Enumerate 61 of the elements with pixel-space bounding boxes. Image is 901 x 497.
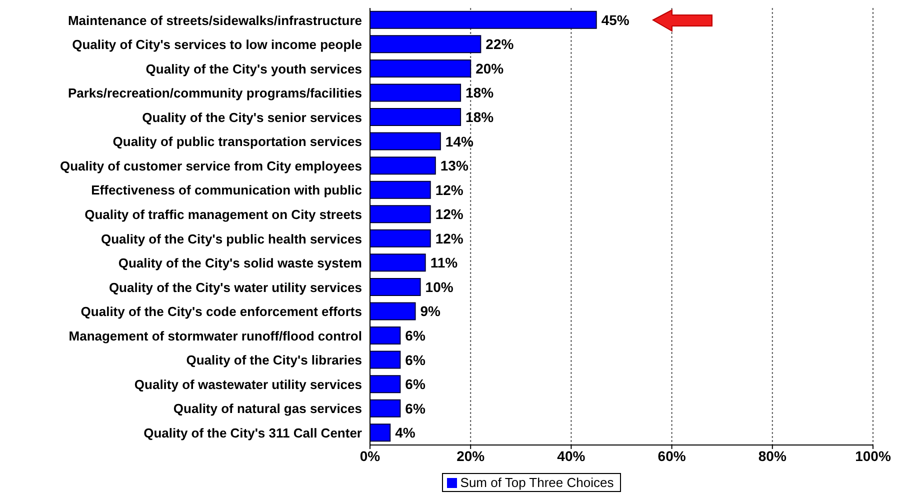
x-tick-label: 100% xyxy=(855,448,892,464)
y-tick-label: Quality of traffic management on City streets xyxy=(84,206,362,222)
data-label: 6% xyxy=(405,352,426,368)
bar xyxy=(370,84,462,102)
y-tick-label: Quality of the City's solid waste system xyxy=(118,256,362,271)
bar xyxy=(370,205,431,224)
y-tick-label: Quality of the City's public health services xyxy=(101,231,362,246)
data-label: 12% xyxy=(435,230,464,246)
y-tick-label: Maintenance of streets/sidewalks/infrastructure xyxy=(68,12,362,28)
data-label: 9% xyxy=(420,303,442,320)
data-label: 45% xyxy=(601,12,630,28)
data-label: 12% xyxy=(435,206,464,222)
y-tick-label: Quality of the City's senior services xyxy=(142,110,362,125)
bar xyxy=(370,156,436,175)
bar xyxy=(370,399,401,418)
data-label: 6% xyxy=(405,376,426,392)
data-label: 6% xyxy=(405,400,426,416)
x-tick-label: 60% xyxy=(658,448,686,464)
data-label: 6% xyxy=(405,328,426,344)
y-tick-label: Quality of the City's code enforcement efforts xyxy=(80,304,362,320)
bar xyxy=(370,254,426,272)
legend-label: Sum of Top Three Choices xyxy=(460,475,614,490)
bar xyxy=(370,10,597,29)
y-tick-label: Quality of the City's 311 Call Center xyxy=(144,425,362,440)
x-tick-label: 40% xyxy=(557,448,586,464)
bar xyxy=(370,326,401,345)
bar xyxy=(370,424,391,442)
data-label: 10% xyxy=(425,278,454,295)
data-label: 18% xyxy=(466,109,494,126)
data-label: 14% xyxy=(445,133,474,150)
data-label: 20% xyxy=(476,60,504,76)
y-tick-label: Quality of City's services to low income people xyxy=(72,37,362,52)
y-tick-label: Parks/recreation/community programs/facilities xyxy=(68,86,362,101)
bar xyxy=(370,302,416,320)
x-tick-label: 80% xyxy=(758,448,787,464)
bar xyxy=(370,229,431,248)
bar xyxy=(370,375,401,394)
x-tick-label: 0% xyxy=(360,448,381,464)
y-tick-label: Effectiveness of communication with public xyxy=(91,182,362,198)
y-tick-label: Quality of the City's youth services xyxy=(146,61,362,76)
data-label: 22% xyxy=(486,36,514,52)
y-tick-label: Quality of customer service from City employees xyxy=(60,158,362,174)
bar xyxy=(370,35,482,54)
y-tick-label: Management of stormwater runoff/flood control xyxy=(68,328,362,344)
x-tick-label: 20% xyxy=(456,448,486,464)
y-tick-label: Quality of public transportation services xyxy=(112,134,362,150)
y-tick-label: Quality of natural gas services xyxy=(173,401,362,416)
y-tick-label: Quality of the City's libraries xyxy=(186,352,362,368)
y-tick-label: Quality of wastewater utility services xyxy=(134,376,362,392)
data-label: 11% xyxy=(430,254,458,271)
y-tick-label: Quality of the City's water utility services xyxy=(108,280,362,295)
bar xyxy=(370,350,401,369)
bar xyxy=(370,59,472,78)
data-label: 13% xyxy=(440,158,469,174)
bar xyxy=(370,108,462,126)
bar xyxy=(370,278,421,296)
bar xyxy=(370,132,441,150)
data-label: 12% xyxy=(435,182,464,198)
data-label: 18% xyxy=(466,84,494,101)
data-label: 4% xyxy=(395,424,416,441)
bar xyxy=(370,180,431,199)
